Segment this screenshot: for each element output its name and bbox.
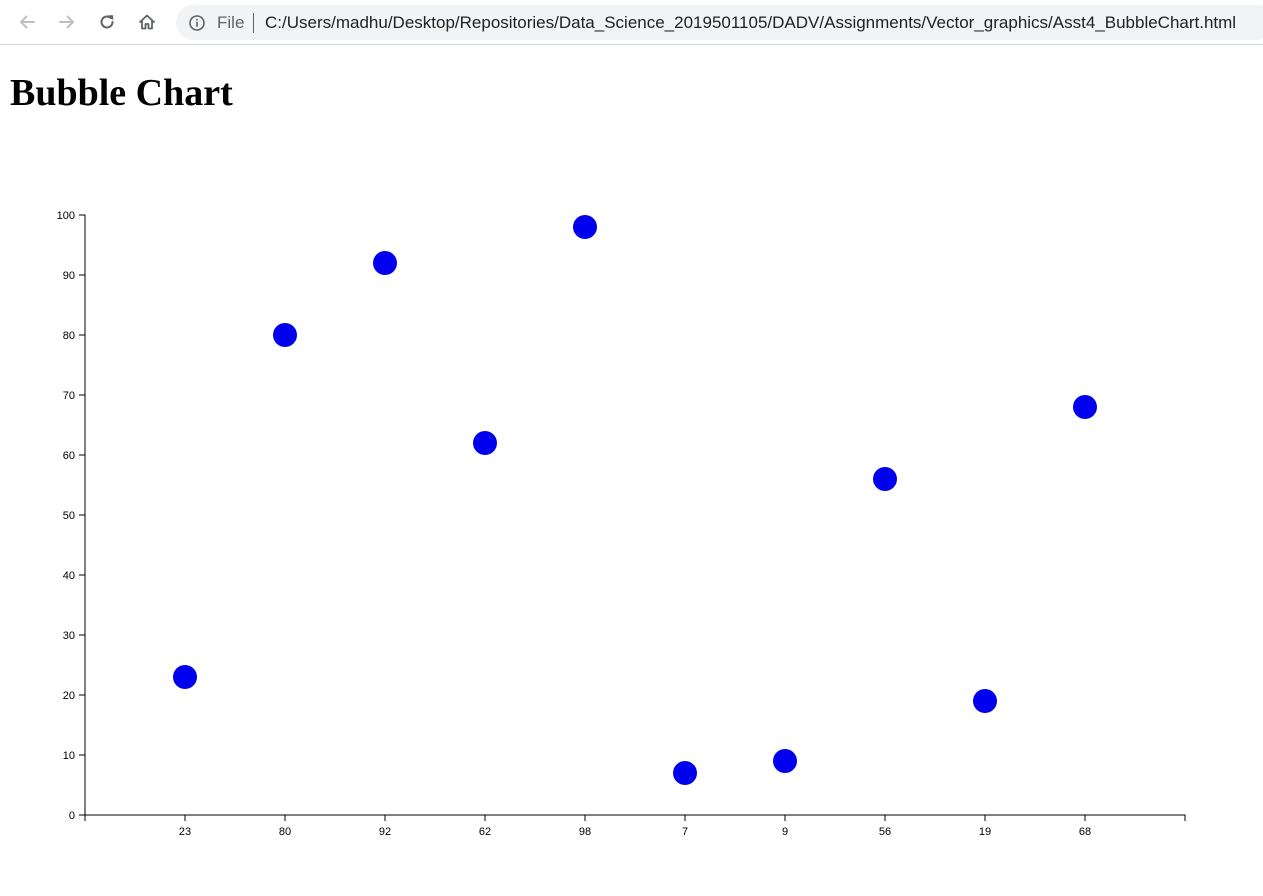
browser-toolbar: File C:/Users/madhu/Desktop/Repositories… <box>0 0 1263 45</box>
y-axis: 0 10 20 30 40 50 60 70 80 90 100 <box>57 210 86 822</box>
y-tick-label: 80 <box>63 330 75 342</box>
y-tick-label: 10 <box>63 750 75 762</box>
bubble-point <box>273 323 297 347</box>
y-tick-label: 50 <box>63 510 75 522</box>
y-tick-label: 30 <box>63 630 75 642</box>
forward-button[interactable] <box>51 6 83 38</box>
page-title: Bubble Chart <box>10 72 233 114</box>
omnibox-divider <box>253 13 254 33</box>
y-tick-label: 20 <box>63 690 75 702</box>
x-tick-label: 9 <box>782 826 788 838</box>
x-tick-label: 19 <box>979 826 991 838</box>
back-button[interactable] <box>11 6 43 38</box>
x-tick-label: 56 <box>879 826 891 838</box>
reload-button[interactable] <box>91 6 123 38</box>
x-axis-line <box>84 814 1186 821</box>
y-tick-label: 90 <box>63 270 75 282</box>
reload-icon <box>100 15 114 29</box>
y-tick-label: 100 <box>57 210 75 222</box>
x-tick-label: 62 <box>479 826 491 838</box>
bubble-point <box>173 665 197 689</box>
bubbles <box>173 215 1097 785</box>
scheme-label: File <box>217 13 245 32</box>
back-arrow-icon <box>20 15 35 29</box>
x-tick-label: 23 <box>179 826 191 838</box>
bubble-point <box>773 749 797 773</box>
bubble-point <box>873 467 897 491</box>
bubble-point <box>973 689 997 713</box>
url-text[interactable]: C:/Users/madhu/Desktop/Repositories/Data… <box>265 13 1237 32</box>
bubble-point <box>573 215 597 239</box>
info-icon[interactable] <box>188 14 206 32</box>
y-tick-label: 40 <box>63 570 75 582</box>
x-tick-label: 80 <box>279 826 291 838</box>
x-axis: 23 80 92 62 98 7 9 56 19 68 <box>84 814 1186 838</box>
x-tick-label: 7 <box>682 826 688 838</box>
home-icon <box>139 14 155 30</box>
forward-arrow-icon <box>59 15 74 29</box>
home-button[interactable] <box>131 6 163 38</box>
address-bar[interactable]: File C:/Users/madhu/Desktop/Repositories… <box>176 5 1263 40</box>
x-tick-label: 98 <box>579 826 591 838</box>
bubble-point <box>673 761 697 785</box>
bubble-point <box>473 431 497 455</box>
bubble-point <box>373 251 397 275</box>
x-tick-label: 68 <box>1079 826 1091 838</box>
x-tick-label: 92 <box>379 826 391 838</box>
y-tick-label: 70 <box>63 390 75 402</box>
y-tick-label: 0 <box>69 810 75 822</box>
y-tick-label: 60 <box>63 450 75 462</box>
bubble-point <box>1073 395 1097 419</box>
